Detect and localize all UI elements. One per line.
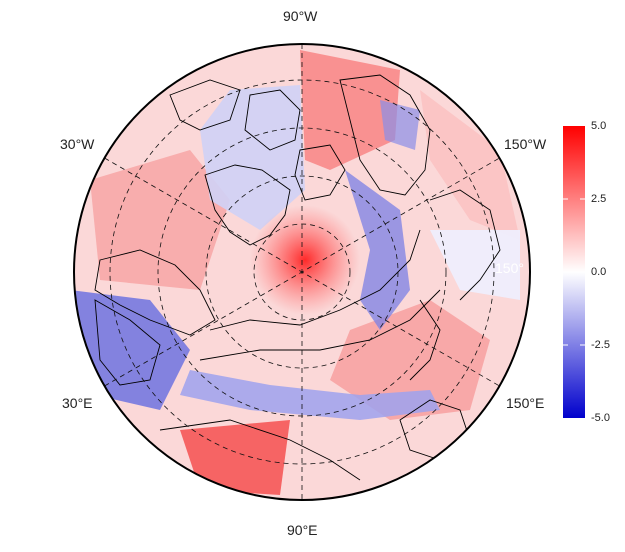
graticule-meridians (104, 44, 500, 500)
label-150e: 150°E (506, 395, 545, 411)
label-90e: 90°E (287, 522, 318, 538)
colorbar (563, 126, 585, 418)
colorbar-tick-label: -2.5 (591, 339, 610, 351)
label-30w: 30°W (60, 136, 95, 152)
colorbar-tick-label: -5.0 (591, 412, 610, 424)
anomaly-field (74, 44, 530, 500)
label-90w: 90°W (283, 8, 318, 24)
label-inner-150: 150° (495, 260, 524, 276)
label-30e: 30°E (62, 395, 93, 411)
colorbar-tick-label: 5.0 (591, 120, 607, 132)
colorbar-ticks (563, 198, 585, 346)
colorbar-tick-label: 0.0 (591, 266, 607, 278)
label-150w: 150°W (504, 136, 547, 152)
colorbar-tick-label: 2.5 (591, 193, 607, 205)
map-boundary (73, 43, 531, 501)
